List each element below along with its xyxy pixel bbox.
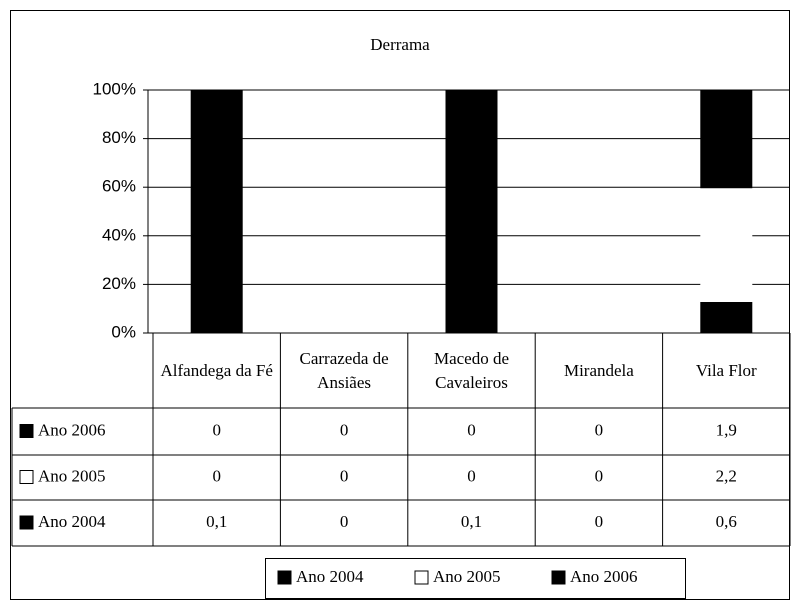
table-value: 1,9 xyxy=(716,420,737,439)
bar-segment xyxy=(700,188,753,302)
table-value: 0,1 xyxy=(206,512,227,531)
table-value: 0 xyxy=(340,420,349,439)
table-value: 0 xyxy=(212,466,221,485)
legend-label: Ano 2006 xyxy=(570,567,638,586)
table-row-label: Ano 2005 xyxy=(38,466,106,485)
table-value: 0 xyxy=(340,466,349,485)
chart-title: Derrama xyxy=(370,35,430,54)
table-value: 0 xyxy=(595,512,604,531)
bar-segment xyxy=(445,90,498,333)
table-value: 0 xyxy=(467,466,476,485)
legend-key xyxy=(551,570,566,585)
legend-box xyxy=(265,558,686,599)
x-tick-label: Macedo de Cavaleiros xyxy=(433,348,510,392)
y-tick-label: 0% xyxy=(111,322,136,341)
legend-key xyxy=(277,570,292,585)
table-row-label: Ano 2006 xyxy=(38,420,106,439)
x-tick-label: Alfandega da Fé xyxy=(160,360,273,380)
table-value: 2,2 xyxy=(716,466,737,485)
x-tick-label: Mirandela xyxy=(563,360,634,380)
legend-key xyxy=(19,515,34,530)
bar-segment xyxy=(700,301,753,333)
table-value: 0 xyxy=(595,466,604,485)
table-value: 0 xyxy=(212,420,221,439)
y-tick-label: 100% xyxy=(93,79,136,98)
y-tick-label: 20% xyxy=(102,274,136,293)
y-tick-label: 40% xyxy=(102,225,136,244)
legend-key xyxy=(414,570,429,585)
table-value: 0 xyxy=(595,420,604,439)
legend-key xyxy=(19,470,34,484)
x-tick-label: Carrazeda de Ansiães xyxy=(299,348,389,392)
table-row-label: Ano 2004 xyxy=(38,512,106,531)
x-tick-label: Vila Flor xyxy=(695,360,757,380)
table-value: 0,1 xyxy=(461,512,482,531)
y-tick-label: 80% xyxy=(102,128,136,147)
table-value: 0 xyxy=(340,512,349,531)
table-value: 0 xyxy=(467,420,476,439)
bar-segment xyxy=(700,90,753,189)
bar-segment xyxy=(190,90,243,333)
legend-label: Ano 2004 xyxy=(296,567,364,586)
legend-key xyxy=(19,424,34,438)
y-tick-label: 60% xyxy=(102,177,136,196)
table-value: 0,6 xyxy=(716,512,737,531)
chart-border xyxy=(10,10,790,600)
legend-label: Ano 2005 xyxy=(433,567,501,586)
